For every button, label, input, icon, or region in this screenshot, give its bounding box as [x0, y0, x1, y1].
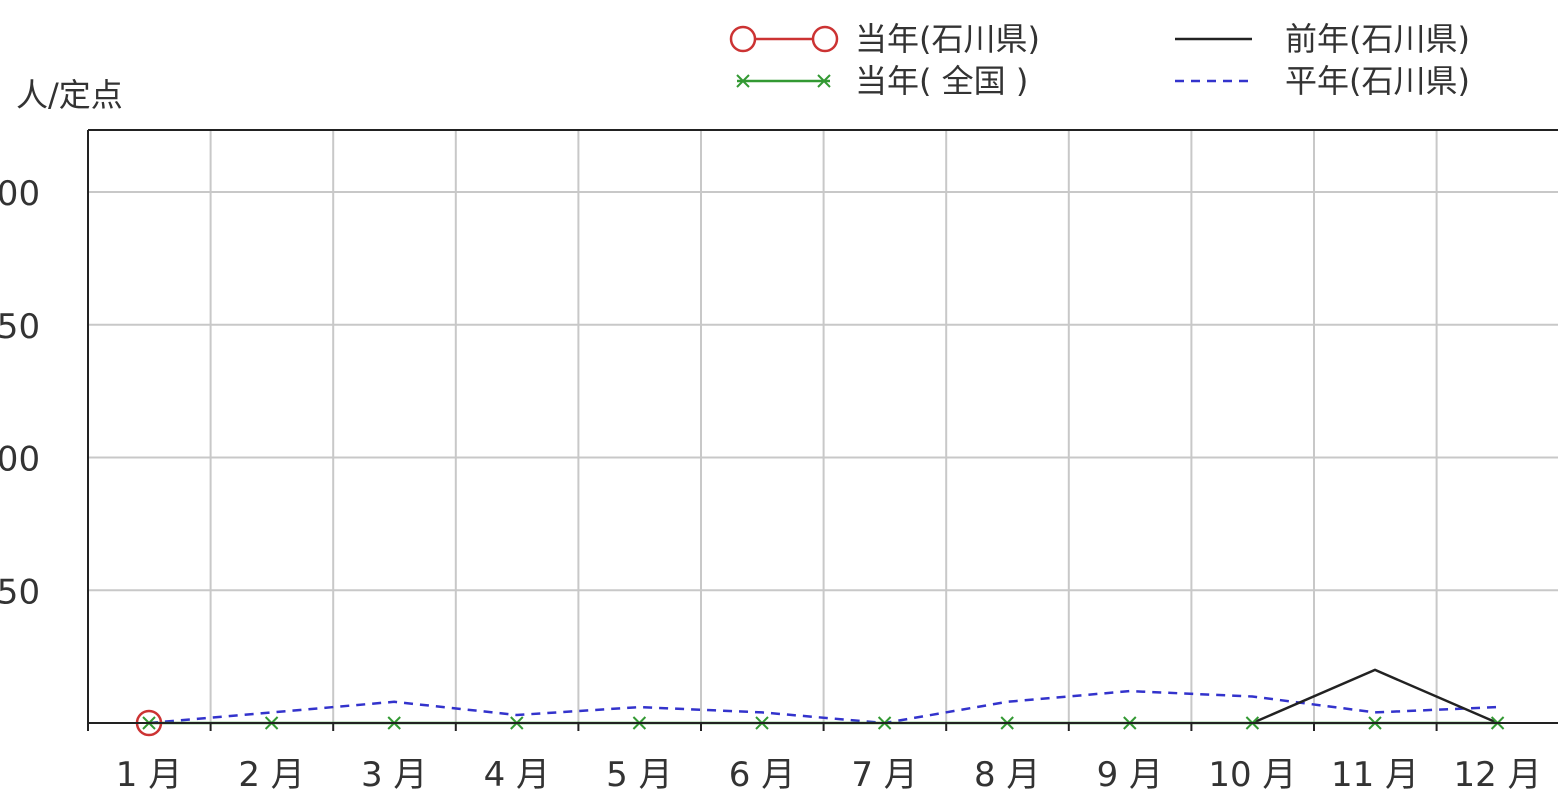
- x-tick-label: 6 月: [729, 755, 795, 791]
- x-tick-label: 1 月: [116, 755, 182, 791]
- axis-layer: .50 .00 .50 .00 1 月 2 月 3 月 4 月 5 月 6 月 7 月 8 月 9 月 1…: [0, 129, 1558, 795]
- legend-label: 前年(石川県): [1285, 20, 1470, 58]
- x-tick-label: 3 月: [361, 755, 427, 791]
- legend-swatch-marker: [811, 25, 839, 53]
- grid-layer: [88, 130, 1558, 723]
- legend-swatch-marker: [729, 25, 757, 53]
- x-tick-label: 8 月: [974, 755, 1040, 791]
- x-tick-label: 7 月: [851, 755, 917, 791]
- series-avg_ishikawa: [148, 689, 1498, 725]
- x-tick-label: 2 月: [238, 755, 304, 791]
- x-tick-label: 5 月: [606, 755, 672, 791]
- legend-label: 平年(石川県): [1285, 62, 1470, 100]
- series-layer: [135, 668, 1505, 737]
- x-tick-label: 11 月: [1331, 755, 1419, 791]
- series-line-prev_ishikawa: [1251, 668, 1499, 725]
- x-tick-label: 9 月: [1097, 755, 1163, 791]
- legend-item-avg_ishikawa: 平年(石川県): [1175, 62, 1470, 100]
- legend-label: 当年(石川県): [855, 20, 1040, 58]
- legend-item-current_ishikawa: 当年(石川県): [729, 20, 1040, 58]
- x-tick-label: 12 月: [1454, 755, 1542, 791]
- legend-swatch-marker: [817, 74, 831, 88]
- y-unit-label: 人/定点: [16, 76, 123, 114]
- x-tick-label: 10 月: [1208, 755, 1296, 791]
- legend-item-current_national: 当年( 全国 ): [736, 62, 1028, 100]
- x-tick-label: 4 月: [484, 755, 550, 791]
- legend-item-prev_ishikawa: 前年(石川県): [1175, 20, 1470, 58]
- y-tick-label: .00: [0, 174, 40, 214]
- series-prev_ishikawa: [1251, 668, 1499, 725]
- legend: 当年(石川県) 当年( 全国 ) 前年(石川県) 平年(石川県): [729, 20, 1470, 100]
- series-line-avg_ishikawa: [148, 689, 1498, 725]
- y-tick-label: .50: [0, 307, 40, 347]
- legend-swatch-marker: [736, 74, 750, 88]
- y-tick-label: .50: [0, 572, 40, 612]
- legend-label: 当年( 全国 ): [855, 62, 1028, 100]
- y-tick-label: .00: [0, 440, 40, 480]
